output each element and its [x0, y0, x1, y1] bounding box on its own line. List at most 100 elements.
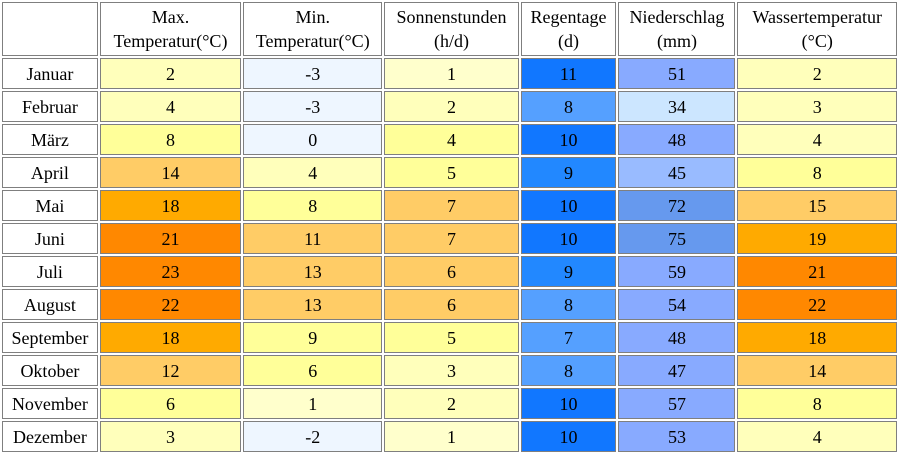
header-line1: Max.: [151, 7, 190, 27]
water-temp-cell: 14: [737, 355, 897, 386]
sunshine-cell: 6: [384, 289, 519, 320]
month-cell: März: [2, 124, 98, 155]
header-water-temp: Wassertemperatur (°C): [737, 2, 897, 56]
month-cell: August: [2, 289, 98, 320]
precipitation-cell: 75: [618, 223, 736, 254]
header-line1: Regentage: [530, 7, 607, 27]
table-body: Januar 2 -3 1 11 51 2 Februar 4 -3 2 8 34 3 März 8 0 4 10 4…: [2, 58, 897, 452]
rain-days-cell: 8: [520, 355, 617, 386]
header-line2: (d): [558, 31, 579, 51]
sunshine-cell: 2: [384, 388, 519, 419]
header-precipitation: Niederschlag (mm): [618, 2, 736, 56]
max-temp-cell: 4: [99, 91, 242, 122]
water-temp-cell: 19: [737, 223, 897, 254]
water-temp-cell: 8: [737, 157, 897, 188]
table-row: November 6 1 2 10 57 8: [2, 388, 897, 419]
rain-days-cell: 10: [520, 124, 617, 155]
min-temp-cell: 11: [243, 223, 383, 254]
sunshine-cell: 1: [384, 421, 519, 452]
header-line2: Temperatur(°C): [255, 31, 370, 51]
max-temp-cell: 2: [99, 58, 242, 89]
rain-days-cell: 9: [520, 157, 617, 188]
max-temp-cell: 12: [99, 355, 242, 386]
min-temp-cell: -2: [243, 421, 383, 452]
header-line2: (mm): [656, 31, 697, 51]
month-cell: November: [2, 388, 98, 419]
min-temp-cell: 13: [243, 289, 383, 320]
water-temp-cell: 18: [737, 322, 897, 353]
header-line1: Min.: [295, 7, 330, 27]
month-cell: Januar: [2, 58, 98, 89]
rain-days-cell: 9: [520, 256, 617, 287]
table-row: April 14 4 5 9 45 8: [2, 157, 897, 188]
water-temp-cell: 8: [737, 388, 897, 419]
sunshine-cell: 5: [384, 157, 519, 188]
rain-days-cell: 8: [520, 91, 617, 122]
table-row: Juni 21 11 7 10 75 19: [2, 223, 897, 254]
header-line1: Wassertemperatur: [752, 7, 882, 27]
table-row: Mai 18 8 7 10 72 15: [2, 190, 897, 221]
sunshine-cell: 7: [384, 190, 519, 221]
header-line2: (°C): [801, 31, 833, 51]
sunshine-cell: 5: [384, 322, 519, 353]
month-cell: Oktober: [2, 355, 98, 386]
max-temp-cell: 21: [99, 223, 242, 254]
month-cell: April: [2, 157, 98, 188]
max-temp-cell: 23: [99, 256, 242, 287]
min-temp-cell: 13: [243, 256, 383, 287]
table-row: August 22 13 6 8 54 22: [2, 289, 897, 320]
max-temp-cell: 22: [99, 289, 242, 320]
min-temp-cell: 4: [243, 157, 383, 188]
rain-days-cell: 7: [520, 322, 617, 353]
sunshine-cell: 7: [384, 223, 519, 254]
header-line1: Sonnenstunden: [396, 7, 507, 27]
max-temp-cell: 8: [99, 124, 242, 155]
table-row: September 18 9 5 7 48 18: [2, 322, 897, 353]
precipitation-cell: 47: [618, 355, 736, 386]
table-row: Oktober 12 6 3 8 47 14: [2, 355, 897, 386]
precipitation-cell: 59: [618, 256, 736, 287]
rain-days-cell: 10: [520, 190, 617, 221]
header-max-temp: Max. Temperatur(°C): [99, 2, 242, 56]
header-min-temp: Min. Temperatur(°C): [243, 2, 383, 56]
water-temp-cell: 21: [737, 256, 897, 287]
rain-days-cell: 10: [520, 388, 617, 419]
month-cell: Mai: [2, 190, 98, 221]
min-temp-cell: -3: [243, 58, 383, 89]
rain-days-cell: 11: [520, 58, 617, 89]
min-temp-cell: 0: [243, 124, 383, 155]
water-temp-cell: 4: [737, 421, 897, 452]
month-cell: September: [2, 322, 98, 353]
sunshine-cell: 2: [384, 91, 519, 122]
precipitation-cell: 54: [618, 289, 736, 320]
table-row: März 8 0 4 10 48 4: [2, 124, 897, 155]
precipitation-cell: 45: [618, 157, 736, 188]
water-temp-cell: 4: [737, 124, 897, 155]
table-row: Januar 2 -3 1 11 51 2: [2, 58, 897, 89]
precipitation-cell: 48: [618, 322, 736, 353]
sunshine-cell: 6: [384, 256, 519, 287]
sunshine-cell: 3: [384, 355, 519, 386]
precipitation-cell: 72: [618, 190, 736, 221]
rain-days-cell: 10: [520, 223, 617, 254]
water-temp-cell: 3: [737, 91, 897, 122]
min-temp-cell: -3: [243, 91, 383, 122]
month-cell: Februar: [2, 91, 98, 122]
min-temp-cell: 8: [243, 190, 383, 221]
max-temp-cell: 6: [99, 388, 242, 419]
header-line1: Niederschlag: [629, 7, 725, 27]
header-line2: Temperatur(°C): [113, 31, 228, 51]
water-temp-cell: 2: [737, 58, 897, 89]
water-temp-cell: 22: [737, 289, 897, 320]
header-line2: (h/d): [433, 31, 469, 51]
max-temp-cell: 14: [99, 157, 242, 188]
sunshine-cell: 4: [384, 124, 519, 155]
month-cell: Juli: [2, 256, 98, 287]
header-rain-days: Regentage (d): [520, 2, 617, 56]
header-row: Max. Temperatur(°C) Min. Temperatur(°C) Sonn…: [2, 2, 897, 56]
precipitation-cell: 53: [618, 421, 736, 452]
min-temp-cell: 9: [243, 322, 383, 353]
precipitation-cell: 51: [618, 58, 736, 89]
corner-cell: [2, 2, 98, 56]
